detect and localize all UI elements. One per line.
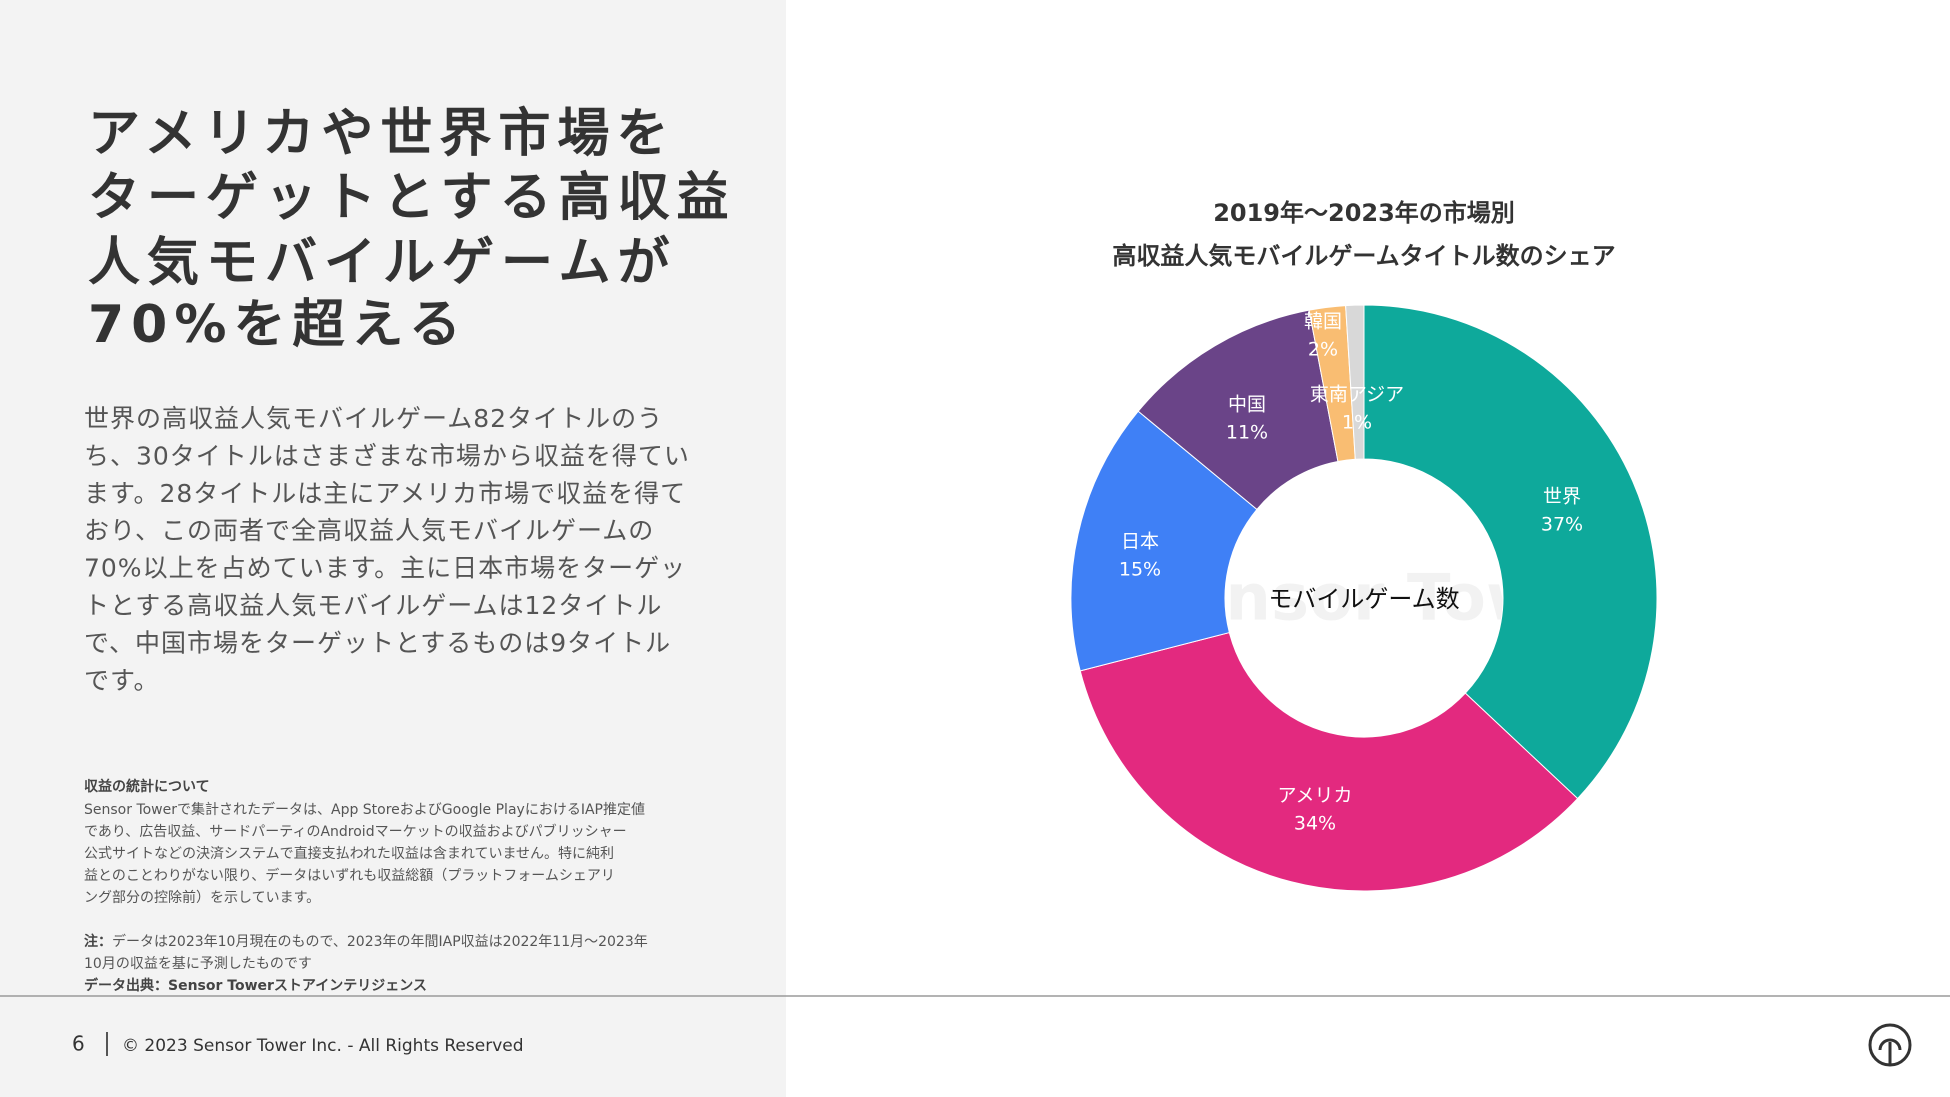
center-label: モバイルゲーム数 (1268, 585, 1459, 613)
slice-value-label: 2% (1308, 339, 1338, 361)
notes-line: 公式サイトなどの決済システムで直接支払われた収益は含まれていません。特に純利 (84, 845, 614, 862)
note-text: データは2023年10月現在のもので、2023年の年間IAP収益は2022年11… (112, 933, 648, 950)
donut-slice (1363, 304, 1658, 800)
title-line: アメリカや世界市場を (88, 104, 675, 164)
body-line: 70%以上を占めています。主に日本市場をターゲッ (84, 554, 686, 583)
slice-label: 中国 (1228, 394, 1266, 416)
donut-slice (1137, 309, 1339, 511)
body-line: で、中国市場をターゲットとするものは9タイトル (84, 628, 671, 657)
donut-slice (1345, 304, 1365, 460)
body-line: ち、30タイトルはさまざまな市場から収益を得てい (84, 441, 690, 470)
body-line: です。 (84, 666, 160, 695)
body-line: トとする高収益人気モバイルゲームは12タイトル (84, 591, 662, 620)
notes-line: 益とのことわりがない限り、データはいずれも収益総額（プラットフォームシェアリ (84, 867, 615, 884)
slice-value-label: 34% (1294, 813, 1336, 835)
slice-value-label: 1% (1342, 412, 1372, 434)
body-line: 世界の高収益人気モバイルゲーム82タイトルのう (84, 404, 663, 433)
copyright: © 2023 Sensor Tower Inc. - All Rights Re… (122, 1036, 524, 1056)
donut-slice (1079, 631, 1579, 892)
notes-line: ング部分の控除前）を示しています。 (84, 889, 320, 906)
note-text: 10月の収益を基に予測したものです (84, 955, 312, 972)
notes-line: であり、広告収益、サードパーティのAndroidマーケットの収益およびパブリッシ… (84, 823, 627, 840)
logo (1868, 1023, 1912, 1067)
page-number: 6 (72, 1032, 85, 1056)
left-panel (0, 0, 786, 1097)
slice-label: 韓国 (1304, 311, 1342, 333)
body-line: ます。28タイトルは主にアメリカ市場で収益を得て (84, 479, 686, 508)
note-line: 10月の収益を基に予測したものです (84, 955, 312, 972)
title-line: 人気モバイルゲームが (88, 233, 676, 293)
chart-title: 2019年～2023年の市場別 (1213, 199, 1515, 227)
slice-value-label: 15% (1119, 559, 1161, 581)
slice-label: アメリカ (1277, 785, 1352, 807)
notes-heading: 収益の統計について (84, 778, 210, 795)
title-line: ターゲットとする高収益 (88, 168, 735, 228)
chart-title: 高収益人気モバイルゲームタイトル数のシェア (1112, 242, 1615, 270)
slice-label: 日本 (1121, 531, 1159, 553)
body-line: おり、この両者で全高収益人気モバイルゲームの (84, 516, 654, 545)
notes-line: Sensor Towerで集計されたデータは、App StoreおよびGoogl… (84, 801, 645, 818)
notes-source: データ出典：Sensor Towerストアインテリジェンス (84, 977, 427, 994)
slice-label: 世界 (1543, 486, 1581, 508)
title-line: 70%を超える (88, 295, 468, 355)
slice-value-label: 11% (1226, 422, 1268, 444)
slice-value-label: 37% (1541, 514, 1583, 536)
donut-slice (1070, 410, 1258, 672)
slice-label: 東南アジア (1310, 384, 1404, 406)
note-line: 注：データは2023年10月現在のもので、2023年の年間IAP収益は2022年… (84, 933, 648, 950)
note-label: 注： (84, 933, 112, 950)
